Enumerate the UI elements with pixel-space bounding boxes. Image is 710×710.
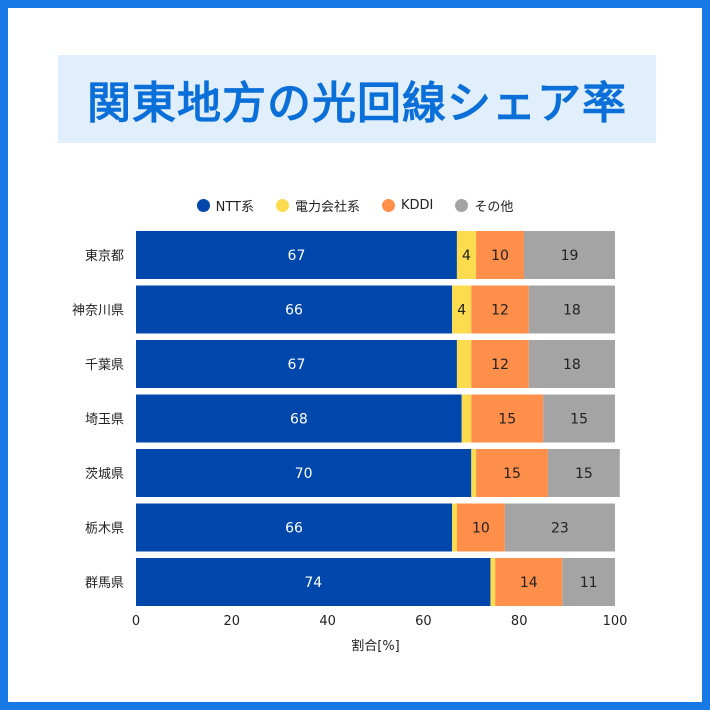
bar-segment bbox=[562, 558, 615, 606]
x-tick-label: 40 bbox=[319, 614, 336, 629]
legend-label: KDDI bbox=[401, 197, 434, 213]
bar-segment bbox=[471, 285, 529, 334]
legend-item-0: NTT系 bbox=[196, 196, 254, 215]
category-label: 埼玉県 bbox=[85, 413, 124, 428]
bar-segment bbox=[136, 231, 457, 279]
bar-segment bbox=[471, 449, 477, 497]
legend-item-2: KDDI bbox=[382, 198, 433, 213]
data-label: 74 bbox=[304, 575, 322, 591]
x-tick-label: 80 bbox=[511, 614, 528, 629]
bar-segment bbox=[523, 231, 615, 279]
chart-frame: 関東地方の光回線シェア率 NTT系 電力会社系 KDDI その他 67 4 10 19 東京都… bbox=[8, 8, 702, 702]
bar-segment bbox=[543, 394, 615, 443]
legend-label: その他 bbox=[474, 199, 514, 215]
bar-segment bbox=[136, 449, 472, 497]
data-label: 12 bbox=[491, 357, 509, 373]
bar-segment bbox=[452, 285, 472, 334]
data-label: 23 bbox=[551, 521, 569, 537]
data-label: 15 bbox=[570, 412, 588, 428]
data-label: 66 bbox=[285, 303, 303, 319]
legend-swatch bbox=[382, 198, 395, 212]
legend-label: NTT系 bbox=[215, 199, 254, 215]
x-tick-label: 20 bbox=[224, 614, 241, 629]
data-label: 11 bbox=[580, 575, 598, 591]
bar-segment bbox=[136, 503, 453, 552]
bar-segment bbox=[136, 340, 457, 388]
data-label: 67 bbox=[288, 248, 306, 264]
stacked-bar-chart: 67 4 10 19 東京都 66 4 12 18 神奈川県 67 12 18 千葉県 68 15 15 埼玉県 7… bbox=[72, 231, 628, 654]
bar-segment bbox=[471, 394, 544, 443]
x-tick-label: 100 bbox=[603, 614, 628, 629]
x-axis-label: 割合[%] bbox=[351, 638, 400, 654]
bar-segment bbox=[461, 394, 472, 443]
data-label: 15 bbox=[498, 412, 516, 428]
bar-segment bbox=[476, 449, 548, 497]
legend-label: 電力会社系 bbox=[294, 199, 360, 215]
data-label: 70 bbox=[295, 466, 313, 482]
bar-segment bbox=[528, 340, 615, 388]
data-label: 66 bbox=[285, 521, 303, 537]
bar-segment bbox=[476, 231, 524, 279]
category-label: 栃木県 bbox=[85, 522, 124, 537]
bar-segment bbox=[471, 340, 529, 388]
bar-segment bbox=[456, 231, 477, 279]
chart-legend: NTT系 電力会社系 KDDI その他 bbox=[8, 194, 702, 216]
bar-segment bbox=[490, 558, 496, 606]
bar-segment bbox=[136, 285, 453, 334]
bar-segment bbox=[136, 394, 462, 443]
legend-swatch bbox=[455, 198, 469, 212]
data-label: 18 bbox=[563, 303, 581, 319]
data-label: 15 bbox=[575, 466, 593, 482]
legend-item-1: 電力会社系 bbox=[275, 196, 360, 215]
category-label: 神奈川県 bbox=[72, 304, 124, 319]
category-label: 茨城県 bbox=[85, 467, 124, 482]
data-label: 19 bbox=[561, 248, 579, 264]
legend-item-3: その他 bbox=[455, 196, 513, 215]
category-label: 千葉県 bbox=[85, 358, 124, 373]
category-label: 群馬県 bbox=[85, 576, 124, 591]
bar-segment bbox=[452, 503, 457, 552]
data-label: 4 bbox=[462, 248, 471, 264]
bar-segment bbox=[456, 503, 505, 552]
legend-swatch bbox=[275, 198, 289, 212]
legend-swatch bbox=[196, 198, 210, 212]
bar-segment bbox=[547, 449, 620, 497]
data-label: 67 bbox=[288, 357, 306, 373]
chart-title: 関東地方の光回線シェア率 bbox=[87, 78, 627, 129]
data-label: 12 bbox=[491, 303, 509, 319]
x-tick-label: 0 bbox=[132, 614, 140, 629]
data-label: 14 bbox=[520, 575, 538, 591]
bar-segment bbox=[495, 558, 563, 606]
data-label: 68 bbox=[290, 412, 308, 428]
data-label: 10 bbox=[491, 248, 509, 264]
bar-segment bbox=[504, 503, 615, 552]
category-label: 東京都 bbox=[85, 248, 124, 264]
x-tick-label: 60 bbox=[415, 614, 432, 629]
bar-segment bbox=[456, 340, 472, 388]
data-label: 10 bbox=[472, 521, 490, 537]
bar-segment bbox=[136, 558, 491, 606]
bar-segment bbox=[528, 285, 615, 334]
title-box: 関東地方の光回線シェア率 bbox=[58, 55, 656, 143]
data-label: 15 bbox=[503, 466, 521, 482]
data-label: 4 bbox=[457, 303, 466, 319]
data-label: 18 bbox=[563, 357, 581, 373]
